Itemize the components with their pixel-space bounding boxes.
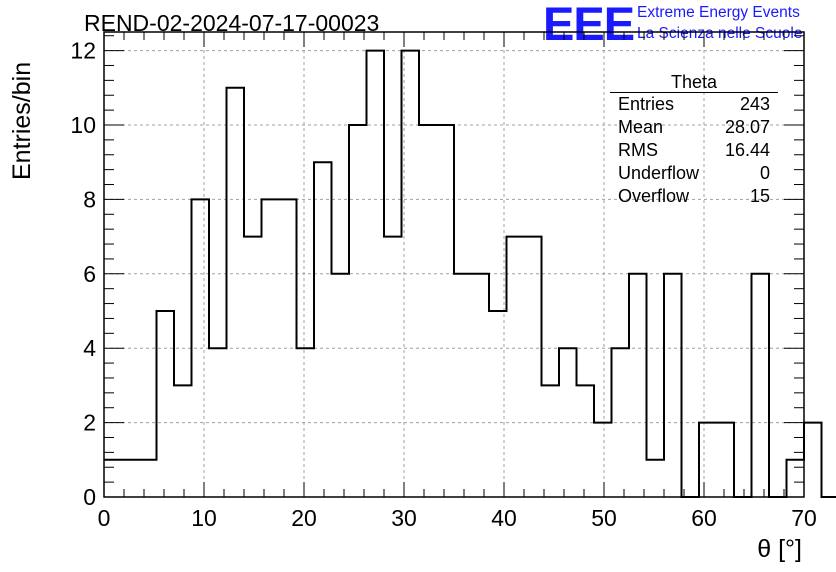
stats-row-underflow: Underflow 0: [610, 162, 778, 185]
stats-value: 16.44: [724, 140, 770, 160]
histogram-bin: [804, 423, 822, 497]
histogram-bin: [279, 199, 297, 497]
histogram-bin: [717, 423, 735, 497]
x-tick-label: 20: [291, 505, 317, 531]
histogram-bin: [227, 88, 245, 497]
histogram-bin: [174, 385, 192, 497]
histogram-bin: [262, 199, 280, 497]
stats-value: 28.07: [724, 117, 770, 137]
histogram-bin: [139, 460, 157, 497]
histogram-bin: [104, 460, 122, 497]
histogram-bin: [244, 237, 262, 497]
y-tick-label: 4: [83, 335, 96, 361]
logo-caption: Extreme Energy Events La Scienza nelle S…: [637, 2, 802, 44]
logo-caption-line1: Extreme Energy Events: [637, 4, 800, 21]
y-tick-label: 12: [70, 38, 96, 64]
histogram-bin: [314, 162, 332, 497]
stats-value: 243: [739, 94, 770, 114]
x-tick-label: 60: [691, 505, 717, 531]
histogram-bin: [437, 125, 455, 497]
x-tick-label: 50: [591, 505, 617, 531]
histogram-bin: [454, 274, 472, 497]
histogram-bin: [157, 311, 175, 497]
x-tick-label: 30: [391, 505, 417, 531]
histogram-outline: [104, 49, 836, 498]
y-tick-label: 6: [83, 261, 96, 287]
histogram-bin: [542, 385, 560, 497]
histogram-bin: [332, 274, 350, 497]
histogram-bin: [664, 274, 682, 497]
y-tick-label: 0: [83, 484, 96, 510]
stats-label: Mean: [618, 117, 664, 137]
stats-row-overflow: Overflow 15: [610, 185, 778, 208]
histogram-bin: [419, 125, 437, 497]
plot-frame: [103, 31, 805, 498]
stats-label: Entries: [618, 94, 675, 114]
histogram-bin: [752, 274, 770, 497]
y-tick-label: 10: [70, 112, 96, 138]
stats-label: Overflow: [618, 186, 690, 206]
stats-value: 0: [759, 163, 770, 183]
histogram-bin: [594, 423, 612, 497]
stats-title: Theta: [610, 72, 778, 93]
y-tick-label: 8: [83, 186, 96, 212]
stats-label: RMS: [618, 140, 658, 160]
stats-row-mean: Mean 28.07: [610, 116, 778, 139]
histogram-bin: [699, 423, 717, 497]
histogram-bars: [104, 49, 836, 498]
histogram-bin: [297, 348, 315, 497]
stats-row-entries: Entries 243: [610, 93, 778, 116]
histogram-bin: [209, 348, 227, 497]
stats-row-rms: RMS 16.44: [610, 139, 778, 162]
axes-frame: [103, 31, 805, 498]
stats-box: Theta Entries 243 Mean 28.07 RMS 16.44 U…: [610, 72, 778, 208]
stats-value: 15: [749, 186, 770, 206]
histogram-bin: [349, 125, 367, 497]
eee-logo: EEE: [543, 0, 635, 50]
axis-ticks: [103, 32, 805, 498]
x-tick-label: 0: [98, 505, 111, 531]
logo-caption-line2: La Scienza nelle Scuole: [637, 25, 803, 42]
x-tick-label: 70: [791, 505, 817, 531]
stats-label: Underflow: [618, 163, 700, 183]
x-tick-label: 40: [491, 505, 517, 531]
x-axis-label: θ [°]: [757, 535, 802, 563]
histogram-bin: [507, 237, 525, 497]
histogram-bin: [472, 274, 490, 497]
histogram-bin: [524, 237, 542, 497]
histogram-bin: [577, 385, 595, 497]
y-tick-label: 2: [83, 410, 96, 436]
histogram-bin: [629, 274, 647, 497]
x-tick-label: 10: [191, 505, 217, 531]
tick-labels: 0 10 20 30 40 50 60 70 0 2 4 6 8 10 12: [70, 38, 816, 531]
histogram-bin: [647, 460, 665, 497]
histogram-bin: [384, 237, 402, 497]
histogram-bin: [787, 460, 805, 497]
